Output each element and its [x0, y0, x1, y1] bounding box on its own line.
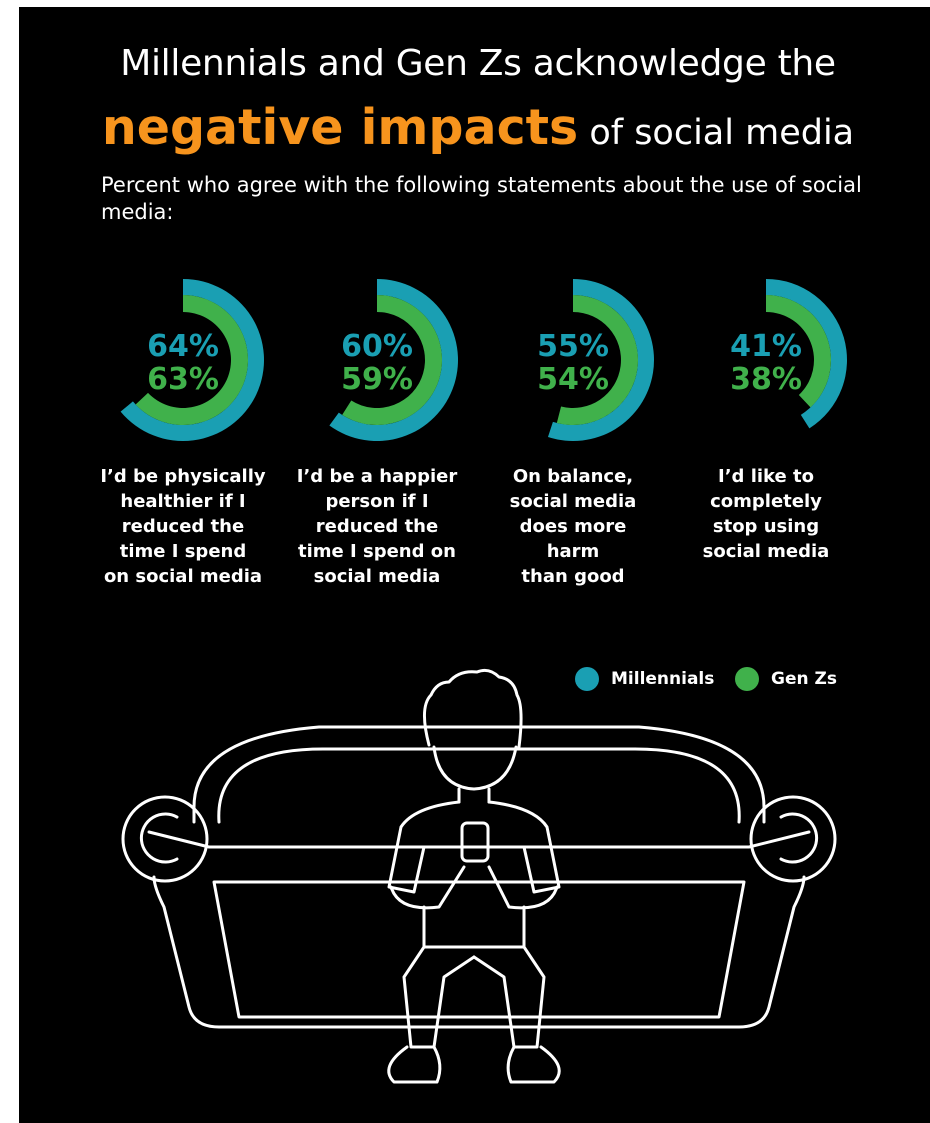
millennials-label-1: 64%	[147, 329, 219, 364]
genz-arc-3	[556, 295, 638, 425]
legend-label-millennials: Millennials	[611, 669, 715, 689]
legend-label-genz: Gen Zs	[771, 669, 837, 689]
couch-seat-icon	[147, 830, 811, 849]
millennials-label-3: 55%	[537, 329, 609, 364]
person-torso-icon	[387, 800, 561, 894]
person-right-arm-icon	[487, 865, 559, 910]
genz-arc-1	[135, 295, 249, 426]
person-right-leg-icon	[472, 945, 546, 1049]
genz-label-1: 63%	[147, 362, 219, 397]
person-left-shoe-icon	[387, 1045, 442, 1084]
left-armrest-icon	[121, 795, 209, 883]
millennials-arc-2	[329, 279, 458, 441]
left-armrest-curl-icon	[139, 812, 179, 864]
couch-back-icon	[192, 725, 766, 824]
legend-item-genz: Gen Zs	[735, 664, 837, 694]
legend-swatch-genz	[735, 667, 759, 691]
statement-1: I’d be physically healthier if I reduced…	[100, 466, 266, 587]
right-armrest-icon	[749, 795, 837, 883]
infographic-panel: Millennials and Gen Zs acknowledge the n…	[19, 7, 930, 1123]
millennials-label-4: 41%	[730, 329, 802, 364]
genz-arc-4	[766, 295, 831, 408]
person-hair-icon	[423, 668, 523, 749]
person-face-icon	[432, 745, 518, 791]
legend-item-millennials: Millennials	[575, 664, 714, 694]
person-right-shoe-icon	[506, 1045, 561, 1084]
millennials-arc-1	[120, 279, 264, 441]
person-on-couch-with-phone-icon	[121, 668, 837, 1084]
genz-label-4: 38%	[730, 362, 802, 397]
person-neck-icon	[457, 787, 491, 804]
statement-3: On balance, social media does more harm …	[509, 466, 637, 587]
chart-subtitle: Percent who agree with the following sta…	[101, 173, 862, 224]
couch-back-inner-icon	[217, 747, 741, 824]
title-highlight: negative impacts	[101, 99, 579, 156]
right-armrest-curl-icon	[779, 812, 819, 864]
millennials-arc-3	[547, 279, 654, 441]
phone-icon	[460, 821, 490, 863]
title-rest: of social media	[578, 113, 855, 153]
genz-label-2: 59%	[341, 362, 413, 397]
person-left-leg-icon	[402, 945, 476, 1049]
donut-chart: 64%63% 60%59% 55%54% 41%38%	[120, 279, 847, 441]
genz-arc-2	[342, 295, 442, 425]
millennials-arc-4	[766, 279, 847, 429]
millennials-label-2: 60%	[341, 329, 413, 364]
genz-label-3: 54%	[537, 362, 609, 397]
person-left-arm-icon	[389, 865, 466, 910]
statement-2: I’d be a happier person if I reduced the…	[296, 466, 458, 587]
statement-4: I’d like to completely stop using social…	[702, 466, 830, 562]
legend-swatch-millennials	[575, 667, 599, 691]
page-title-line-2: negative impacts of social media	[19, 99, 930, 156]
page-title-line-1: Millennials and Gen Zs acknowledge the	[120, 43, 836, 84]
couch-base-icon	[152, 875, 806, 1029]
couch-front-panel-icon	[212, 880, 746, 1019]
person-shirt-hem-icon	[422, 905, 526, 949]
